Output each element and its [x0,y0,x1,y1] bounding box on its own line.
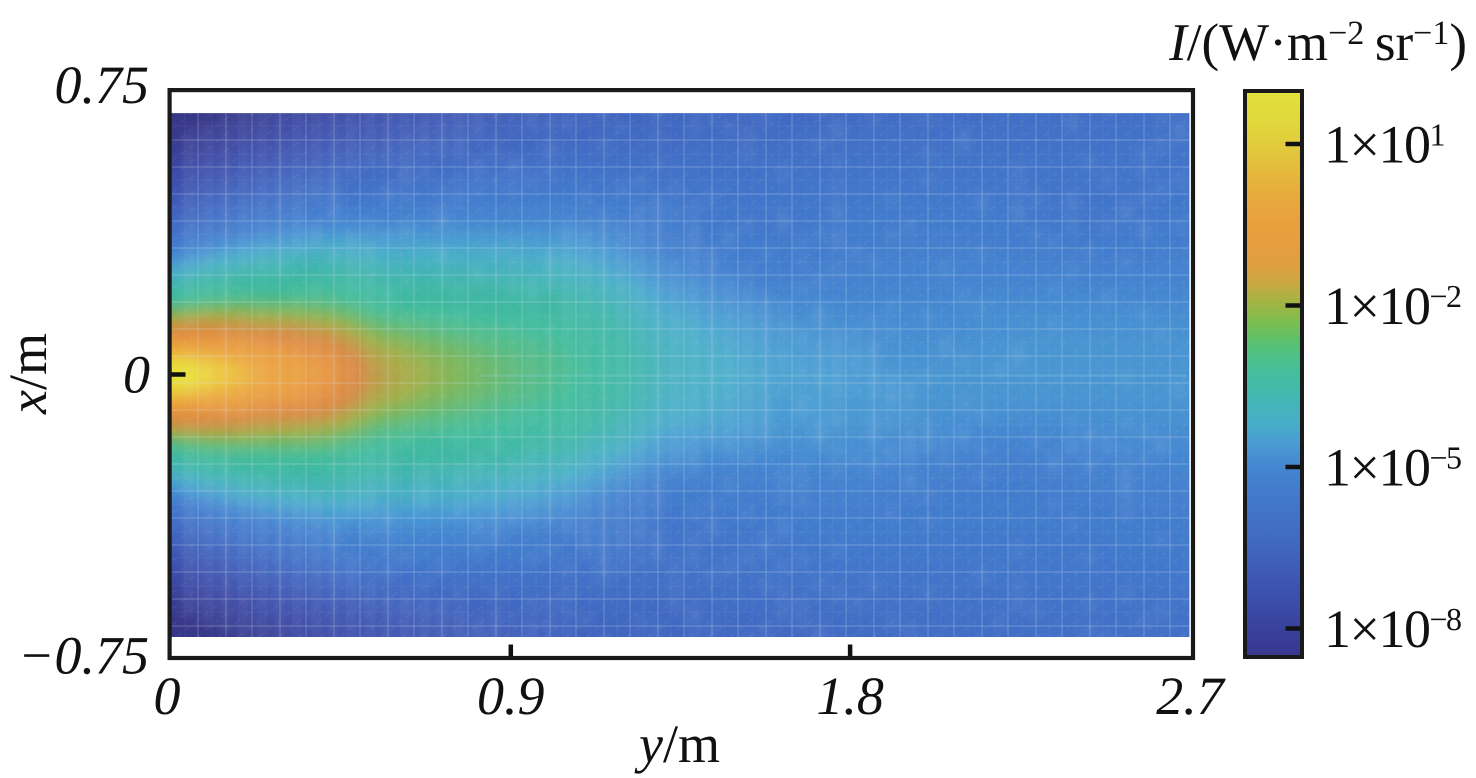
svg-text:1×10−2: 1×10−2 [1324,276,1461,336]
svg-text:0: 0 [154,666,181,726]
svg-text:1×101: 1×101 [1324,115,1444,175]
svg-text:0: 0 [123,345,150,405]
svg-text:I/(W·m−2 sr−1): I/(W·m−2 sr−1) [1168,14,1467,72]
svg-text:x/m: x/m [0,333,58,415]
svg-text:y/m: y/m [634,714,720,774]
svg-text:0.75: 0.75 [55,55,150,115]
svg-text:−0.75: −0.75 [18,626,149,686]
svg-text:1.8: 1.8 [816,666,884,726]
svg-text:2.7: 2.7 [1156,666,1226,726]
svg-text:0.9: 0.9 [477,666,545,726]
